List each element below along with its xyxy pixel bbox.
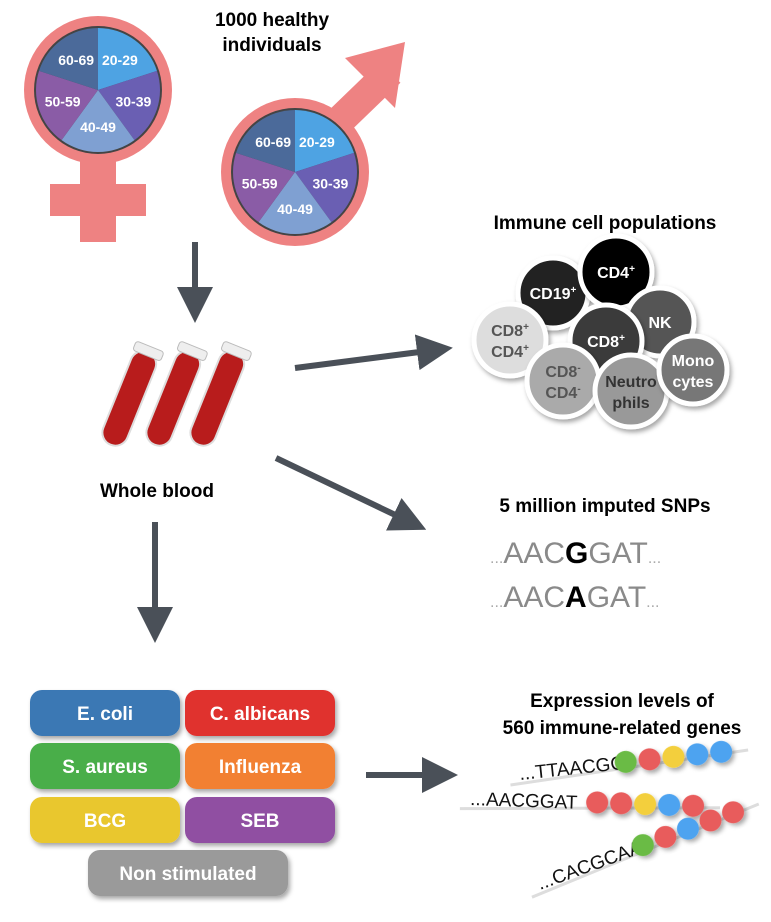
arrow-to-snps (274, 455, 427, 531)
svg-text:Mono: Mono (672, 353, 715, 370)
age-label: 60-69 (58, 52, 94, 68)
cell-cd8cd4: CD8+ CD4+ (471, 301, 549, 379)
pie-slice-50-59 (36, 70, 98, 141)
svg-text:CD4+: CD4+ (491, 343, 529, 361)
svg-text:CD4+: CD4+ (597, 264, 635, 282)
bead (654, 825, 677, 848)
cell-monocytes: Mono cytes (656, 333, 730, 407)
stimulus-c-albicans: C. albicans (185, 690, 335, 736)
age-pie-female: 20-29 30-39 40-49 50-59 60-69 (34, 26, 162, 154)
blood-tubes-icon (101, 341, 252, 447)
stimulus-e-coli: E. coli (30, 690, 180, 736)
cell-cd4: CD4+ (577, 233, 655, 311)
age-label: 40-49 (80, 119, 116, 135)
expression-title-line1: Expression levels of (530, 691, 714, 712)
svg-text:C. albicans: C. albicans (210, 704, 310, 725)
svg-text:S. aureus: S. aureus (62, 757, 148, 778)
age-label: 60-69 (255, 134, 291, 150)
pie-slice-60-69 (236, 110, 295, 172)
svg-text:CD8-: CD8- (545, 363, 580, 381)
snps-title: 5 million imputed SNPs (499, 496, 710, 517)
bead (638, 748, 661, 771)
svg-text:Non stimulated: Non stimulated (119, 864, 256, 885)
svg-text:...TTAACGG: ...TTAACGG (518, 753, 626, 785)
stimuli-grid: E. coli C. albicans S. aureus Influenza BCG S… (30, 690, 335, 896)
expression-title-line2: 560 immune-related genes (503, 718, 742, 739)
svg-text:NK: NK (648, 315, 672, 332)
svg-text:Influenza: Influenza (219, 757, 302, 778)
bead (710, 740, 733, 763)
age-label: 30-39 (312, 175, 348, 191)
pie-slice-20-29 (295, 110, 354, 172)
stimulus-influenza: Influenza (185, 743, 335, 789)
male-symbol: 20-29 30-39 40-49 50-59 60-69 (221, 42, 405, 246)
bead (634, 793, 657, 816)
bead (610, 792, 633, 815)
bead (662, 745, 685, 768)
expression-read: ...AACGGAT (459, 789, 721, 817)
pie-slice-40-49 (61, 90, 135, 152)
pie-slice-50-59 (233, 152, 295, 223)
bead (682, 794, 705, 817)
bead (722, 801, 745, 824)
bead (658, 793, 681, 816)
svg-text:CD4-: CD4- (545, 384, 580, 402)
pie-slice-30-39 (295, 152, 357, 223)
svg-text:BCG: BCG (84, 811, 126, 832)
bead (676, 817, 699, 840)
immune-title: Immune cell populations (494, 213, 717, 234)
age-pie-male: 20-29 30-39 40-49 50-59 60-69 (231, 108, 359, 236)
bead (631, 834, 654, 857)
cohort-title-line1: 1000 healthy (215, 10, 329, 31)
age-label: 20-29 (102, 52, 138, 68)
svg-text:CD8+: CD8+ (491, 322, 529, 340)
expression-read: ...TTAACGG (510, 740, 749, 787)
stimulus-s-aureus: S. aureus (30, 743, 180, 789)
svg-text:phils: phils (612, 395, 649, 412)
bead (586, 791, 609, 814)
svg-text:Neutro: Neutro (605, 374, 657, 391)
stimulus-seb: SEB (185, 797, 335, 843)
bead (686, 743, 709, 766)
svg-text:cytes: cytes (673, 374, 714, 391)
svg-text:...CACGCAA: ...CACGCAA (535, 837, 646, 894)
pie-slice-40-49 (258, 172, 332, 235)
cell-cd8cd4: CD8- CD4- (524, 342, 602, 420)
snp-seq-1: ...AACGGAT... (490, 537, 661, 570)
pie-slice-30-39 (98, 70, 160, 141)
snp-seq-2: ...AACAGAT... (490, 581, 660, 614)
stimulus-non-stimulated: Non stimulated (88, 850, 288, 896)
cohort-title-line2: individuals (222, 35, 321, 56)
pie-slice-20-29 (98, 28, 157, 90)
flow-arrows (137, 242, 458, 793)
immune-cells: CD19+ CD4+ NK CD8+ CD8+ CD4+ CD8- CD4- Neutro phi… (471, 233, 730, 430)
expression-reads: ...TTAACGG ...AACGGAT ...CACGCAA (459, 740, 760, 899)
stimulus-bcg: BCG (30, 797, 180, 843)
age-label: 50-59 (242, 175, 278, 191)
svg-text:...AACGGAT: ...AACGGAT (470, 789, 578, 814)
age-label: 50-59 (45, 93, 81, 109)
svg-text:E. coli: E. coli (77, 704, 133, 725)
pie-slice-60-69 (39, 28, 98, 90)
arrow-to-cells (294, 334, 453, 371)
bead (614, 750, 637, 773)
svg-text:CD19+: CD19+ (530, 285, 577, 303)
svg-text:SEB: SEB (240, 811, 279, 832)
svg-text:CD8+: CD8+ (587, 333, 625, 351)
snp-sequences: ...AACGGAT... ...AACAGAT... (490, 537, 661, 614)
age-label: 20-29 (299, 134, 335, 150)
female-symbol: 20-29 30-39 40-49 50-59 60-69 (24, 16, 172, 242)
age-label: 30-39 (115, 93, 151, 109)
bead (699, 809, 722, 832)
cell-neutrophils: Neutro phils (592, 352, 670, 430)
age-label: 40-49 (277, 201, 313, 217)
whole-blood-label: Whole blood (100, 481, 214, 502)
